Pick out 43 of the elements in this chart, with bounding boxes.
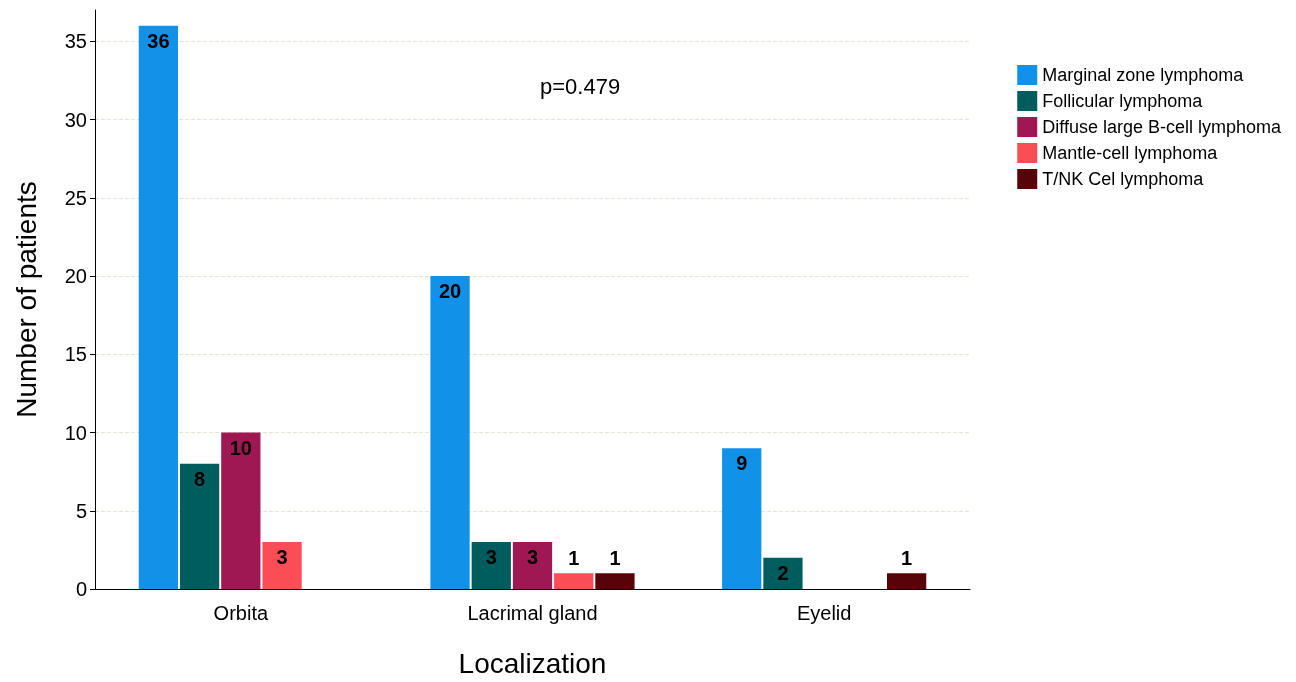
x-axis-title: Localization: [458, 647, 607, 679]
data-label: 8: [194, 467, 206, 490]
bar: [471, 542, 511, 589]
bar: [179, 463, 220, 589]
bar: [722, 448, 762, 589]
y-tick-label: 0: [75, 578, 87, 600]
y-tick-label: 30: [64, 108, 87, 131]
data-label: 1: [609, 547, 621, 570]
x-tick-label: Lacrimal gland: [467, 602, 598, 624]
bar: [430, 276, 470, 589]
data-label: 1: [901, 547, 913, 570]
y-tick-label: 25: [64, 186, 87, 209]
legend-label: Follicular lymphoma: [1042, 91, 1204, 111]
legend-label: Marginal zone lymphoma: [1042, 65, 1245, 85]
x-tick-label: Eyelid: [796, 602, 852, 624]
data-label: 20: [438, 280, 462, 303]
bar: [221, 432, 261, 589]
legend-label: Diffuse large B-cell lymphoma: [1042, 117, 1282, 137]
x-tick-label: Orbita: [213, 602, 269, 624]
data-label: 9: [736, 452, 748, 475]
data-label: 3: [526, 546, 539, 569]
y-tick-label: 10: [64, 421, 87, 444]
legend-label: T/NK Cel lymphoma: [1042, 169, 1205, 189]
bar: [512, 542, 553, 589]
data-label: 3: [485, 546, 497, 569]
annotation: p=0.479: [540, 73, 621, 99]
bar: [554, 573, 594, 589]
y-tick-label: 35: [64, 30, 87, 53]
y-tick-label: 5: [75, 499, 87, 522]
bar: [886, 573, 927, 589]
data-label: 3: [276, 546, 288, 569]
data-label: 36: [147, 29, 170, 52]
data-label: 1: [568, 547, 580, 570]
y-tick-label: 15: [64, 343, 87, 366]
data-label: 10: [229, 436, 252, 459]
y-axis-title: Number of patients: [10, 181, 42, 418]
legend-label: Mantle-cell lymphoma: [1042, 143, 1219, 163]
bar: [138, 25, 179, 589]
y-tick-label: 20: [64, 265, 87, 288]
bar: [262, 542, 302, 589]
data-label: 2: [777, 561, 789, 584]
bar: [763, 557, 803, 589]
bar: [595, 573, 635, 589]
